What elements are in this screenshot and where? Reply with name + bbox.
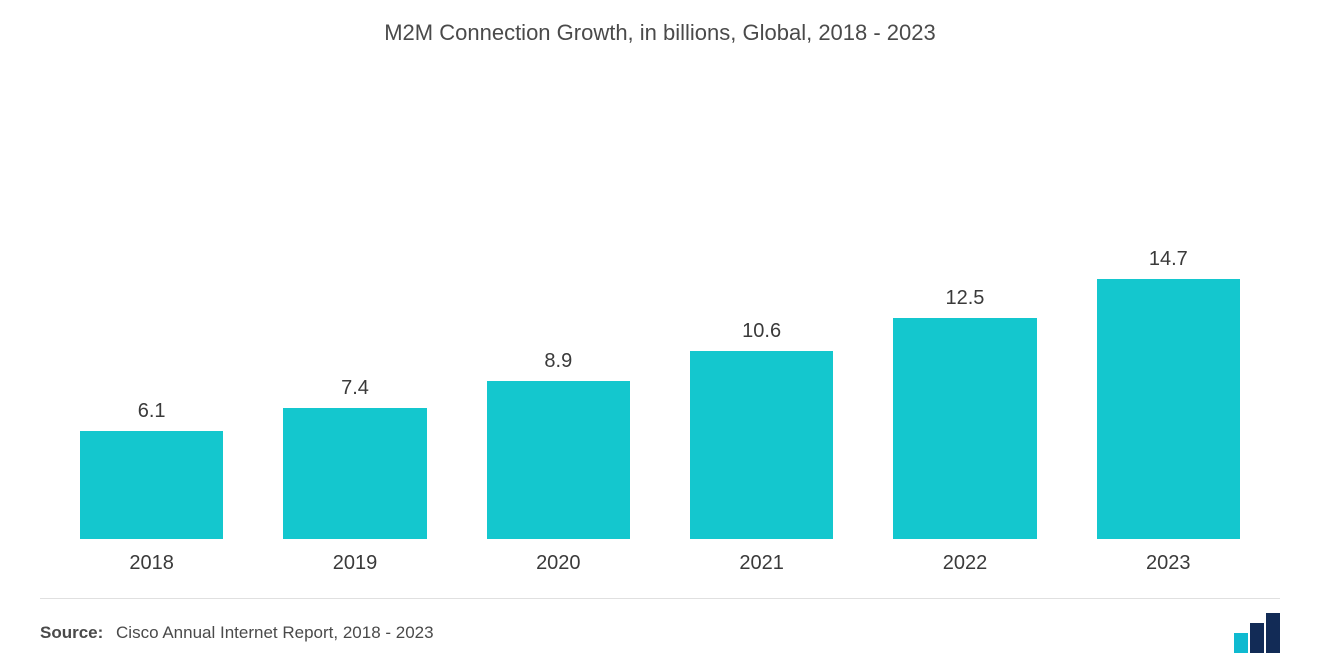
bar-group: 14.7: [1067, 56, 1270, 539]
logo-bar: [1250, 623, 1264, 653]
x-axis: 2018 2019 2020 2021 2022 2023: [40, 540, 1280, 575]
chart-title: M2M Connection Growth, in billions, Glob…: [40, 20, 1280, 46]
brand-logo-icon: [1234, 613, 1280, 653]
bar-group: 7.4: [253, 56, 456, 539]
logo-bar: [1266, 613, 1280, 653]
bar: [690, 351, 833, 539]
bar-group: 8.9: [457, 56, 660, 539]
source-text: Cisco Annual Internet Report, 2018 - 202…: [116, 623, 434, 642]
bar-value-label: 6.1: [138, 400, 166, 423]
x-axis-label: 2021: [660, 552, 863, 575]
bar-group: 6.1: [50, 56, 253, 539]
x-axis-label: 2020: [457, 552, 660, 575]
logo-bar: [1234, 633, 1248, 653]
x-axis-label: 2023: [1067, 552, 1270, 575]
chart-footer: Source: Cisco Annual Internet Report, 20…: [40, 598, 1280, 653]
bar-group: 10.6: [660, 56, 863, 539]
bar-value-label: 8.9: [544, 350, 572, 373]
bar: [283, 408, 426, 539]
source-line: Source: Cisco Annual Internet Report, 20…: [40, 623, 434, 643]
bar: [80, 431, 223, 539]
bar-group: 12.5: [863, 56, 1066, 539]
bar-value-label: 10.6: [742, 320, 781, 343]
x-axis-label: 2019: [253, 552, 456, 575]
bar: [1097, 279, 1240, 539]
x-axis-label: 2022: [863, 552, 1066, 575]
bar: [893, 318, 1036, 539]
x-axis-label: 2018: [50, 552, 253, 575]
plot-area: 6.1 7.4 8.9 10.6 12.5 14.7: [40, 56, 1280, 540]
bar: [487, 381, 630, 539]
bar-value-label: 7.4: [341, 377, 369, 400]
source-label: Source:: [40, 623, 103, 642]
chart-container: M2M Connection Growth, in billions, Glob…: [40, 20, 1280, 575]
bar-value-label: 12.5: [946, 287, 985, 310]
bar-value-label: 14.7: [1149, 248, 1188, 271]
